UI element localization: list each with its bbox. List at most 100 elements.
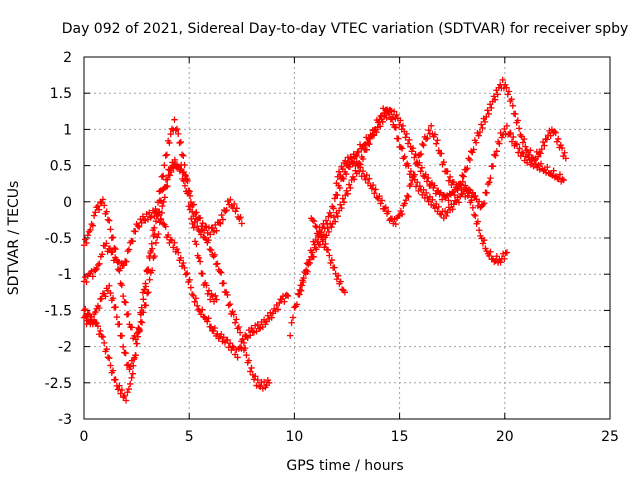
y-tick-label: 1 (63, 122, 72, 138)
data-point (386, 106, 393, 114)
data-point (339, 195, 346, 202)
data-point (460, 173, 467, 180)
data-point (462, 182, 469, 189)
data-point (342, 157, 349, 164)
data-point (334, 212, 341, 220)
data-point (122, 299, 129, 306)
data-point (449, 206, 456, 213)
data-point (186, 276, 193, 284)
data-point (544, 163, 551, 171)
data-point (395, 121, 403, 128)
data-point (409, 145, 417, 152)
series-track-c (80, 158, 245, 343)
data-point (401, 153, 408, 160)
data-point (491, 96, 499, 103)
data-point (106, 217, 113, 224)
data-point (345, 181, 353, 188)
data-point (506, 130, 513, 137)
data-point (173, 245, 181, 253)
data-point (89, 222, 97, 229)
x-tick-label: 15 (391, 429, 409, 445)
data-point (145, 267, 152, 274)
data-point (423, 178, 431, 185)
data-point (107, 362, 114, 369)
data-point (476, 128, 484, 136)
data-point (92, 308, 99, 316)
data-point (323, 232, 330, 239)
data-point (486, 179, 493, 186)
data-point (338, 204, 345, 212)
data-point (286, 332, 294, 339)
data-point (138, 309, 146, 316)
data-point (113, 313, 121, 321)
data-point (127, 380, 134, 388)
data-point (472, 192, 479, 200)
data-point (560, 176, 567, 184)
data-point (414, 179, 421, 186)
data-point (422, 171, 429, 178)
data-point (117, 280, 124, 287)
data-point (102, 293, 109, 300)
data-point (309, 216, 316, 224)
data-point (503, 249, 511, 256)
data-point (333, 275, 341, 283)
data-point (330, 205, 337, 212)
data-point (173, 125, 181, 133)
data-point (376, 192, 383, 200)
data-point (222, 207, 229, 215)
data-point (445, 197, 452, 204)
y-tick-label: 2 (63, 50, 72, 66)
data-point (377, 123, 384, 130)
data-point (425, 174, 432, 182)
data-point (306, 259, 314, 267)
data-point (503, 122, 511, 130)
series-track-e (286, 76, 570, 339)
data-point (193, 241, 200, 248)
data-point (332, 218, 339, 225)
data-point (434, 137, 441, 144)
data-point (207, 246, 215, 254)
data-point (116, 320, 123, 328)
data-point (378, 197, 386, 204)
data-point (206, 246, 214, 253)
data-point (205, 315, 212, 322)
data-point (234, 354, 241, 361)
data-point (446, 173, 454, 181)
data-point (142, 283, 150, 290)
data-point (180, 259, 187, 267)
data-point (403, 192, 411, 200)
data-point (161, 194, 168, 201)
data-point (459, 178, 466, 185)
data-point (322, 217, 330, 224)
data-point (534, 153, 542, 160)
data-point (516, 145, 523, 152)
data-point (310, 253, 317, 261)
data-point (412, 150, 419, 158)
data-point (550, 167, 557, 174)
data-point (398, 145, 406, 152)
data-point (558, 144, 566, 152)
data-point (364, 140, 372, 147)
data-point (231, 319, 239, 326)
data-point (350, 176, 358, 183)
data-point (337, 201, 344, 208)
data-point (124, 389, 131, 396)
data-point (470, 146, 477, 153)
data-point (205, 287, 213, 294)
data-point (504, 91, 511, 98)
data-point (422, 135, 430, 143)
data-point (520, 135, 528, 143)
data-point (212, 292, 219, 299)
data-point (411, 154, 418, 161)
data-point (531, 157, 538, 164)
data-point (133, 340, 141, 347)
data-point (419, 140, 426, 148)
data-point (334, 272, 342, 279)
data-point (491, 151, 498, 159)
data-point (350, 155, 358, 162)
data-point (345, 158, 353, 166)
data-point (491, 258, 498, 265)
data-point (331, 195, 338, 202)
data-point (88, 220, 95, 228)
data-point (451, 197, 459, 204)
